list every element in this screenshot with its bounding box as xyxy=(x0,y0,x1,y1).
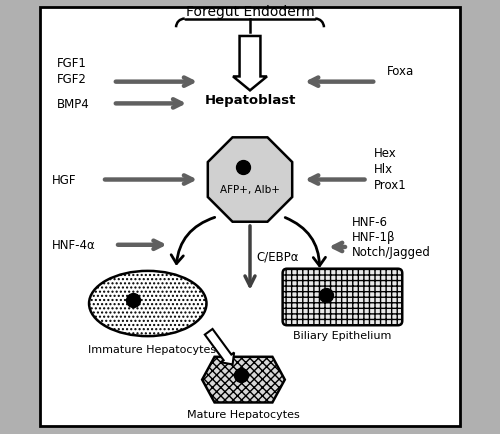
Text: AFP+, Alb+: AFP+, Alb+ xyxy=(220,185,280,194)
Text: BMP4: BMP4 xyxy=(56,98,89,111)
Text: Immature Hepatocytes: Immature Hepatocytes xyxy=(88,345,216,354)
Polygon shape xyxy=(208,138,292,222)
Text: Hex
Hlx
Prox1: Hex Hlx Prox1 xyxy=(374,147,406,192)
FancyArrowPatch shape xyxy=(171,218,214,264)
Text: Biliary Epithelium: Biliary Epithelium xyxy=(293,331,392,341)
Text: Foxa: Foxa xyxy=(387,65,414,78)
FancyBboxPatch shape xyxy=(40,8,460,426)
FancyArrow shape xyxy=(205,329,234,365)
Text: HNF-4α: HNF-4α xyxy=(52,239,96,252)
Ellipse shape xyxy=(89,271,206,336)
Text: HNF-6
HNF-1β
Notch/Jagged: HNF-6 HNF-1β Notch/Jagged xyxy=(352,215,431,258)
FancyArrowPatch shape xyxy=(285,218,326,266)
FancyBboxPatch shape xyxy=(282,269,402,326)
Text: C/EBPα: C/EBPα xyxy=(256,250,299,263)
FancyArrow shape xyxy=(233,37,267,91)
Text: FGF1
FGF2: FGF1 FGF2 xyxy=(56,57,86,86)
Text: HGF: HGF xyxy=(52,174,76,187)
Polygon shape xyxy=(202,357,285,403)
Text: Foregut Endoderm: Foregut Endoderm xyxy=(186,5,314,19)
Text: Hepatoblast: Hepatoblast xyxy=(204,93,296,106)
Text: Mature Hepatocytes: Mature Hepatocytes xyxy=(187,410,300,419)
